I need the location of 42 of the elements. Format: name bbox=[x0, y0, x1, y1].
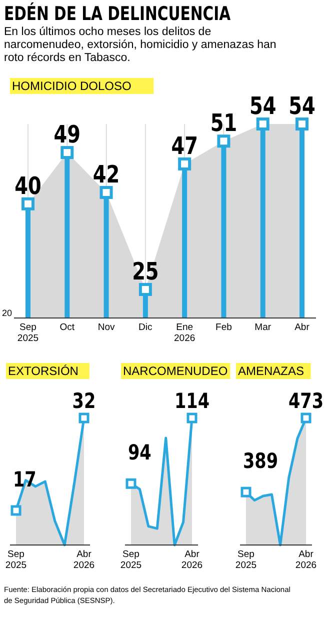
data-label: 54 bbox=[288, 93, 316, 121]
point bbox=[60, 146, 74, 160]
point bbox=[100, 186, 113, 199]
x-tick-label: Sep 2025 bbox=[120, 549, 142, 571]
data-label: 25 bbox=[132, 258, 159, 286]
text: 20 bbox=[2, 308, 12, 318]
x-tick-label: Dic bbox=[138, 322, 153, 333]
chart-title: EDÉN DE LA DELINCUENCIA bbox=[4, 2, 232, 26]
data-label: 94 bbox=[128, 440, 152, 466]
point bbox=[256, 118, 270, 130]
data-label: 473 bbox=[288, 389, 324, 414]
x-tick-label: Sep 2025 bbox=[235, 549, 257, 571]
x-tick-label: Sep 2025 bbox=[5, 549, 27, 571]
x-tick-label: Sep 2025 bbox=[17, 322, 39, 344]
x-tick-label: Abr 2026 bbox=[73, 549, 95, 571]
point bbox=[138, 282, 152, 296]
data-label: 42 bbox=[92, 161, 120, 190]
y-axis-title: AMENAZAS bbox=[238, 364, 304, 378]
chart-subtitle: En los últimos ocho meses los delitos de narcomenudeo, extorsión, homicidio y amenazas han roto récords en Tabasco. bbox=[4, 26, 276, 64]
x-tick-label: Abr 2026 bbox=[295, 549, 317, 571]
x-tick-label: Ene 2026 bbox=[174, 322, 196, 344]
data-label: 114 bbox=[174, 389, 210, 414]
point bbox=[22, 197, 34, 210]
data-label: 49 bbox=[54, 122, 80, 150]
x-tick-label: Oct bbox=[60, 322, 75, 333]
point bbox=[178, 157, 192, 170]
data-label: 54 bbox=[250, 93, 276, 121]
x-tick-label: Abr bbox=[294, 322, 310, 333]
x-tick-label: Nov bbox=[98, 322, 115, 333]
data-label: 51 bbox=[210, 110, 238, 138]
x-tick-label: Abr 2026 bbox=[181, 549, 203, 571]
y-axis-title: NARCOMENUDEO bbox=[123, 364, 228, 378]
x-tick-label: Feb bbox=[216, 322, 232, 333]
y-axis-title: EXTORSIÓN bbox=[8, 364, 78, 378]
point bbox=[296, 118, 308, 130]
data-label: 389 bbox=[243, 449, 278, 474]
y-axis-title: HOMICIDIO DOLOSO bbox=[12, 79, 132, 93]
point bbox=[217, 134, 230, 148]
data-label: 40 bbox=[14, 172, 42, 201]
data-label: 47 bbox=[171, 132, 198, 161]
data-label: 32 bbox=[72, 389, 96, 414]
x-tick-label: Mar bbox=[254, 322, 272, 333]
